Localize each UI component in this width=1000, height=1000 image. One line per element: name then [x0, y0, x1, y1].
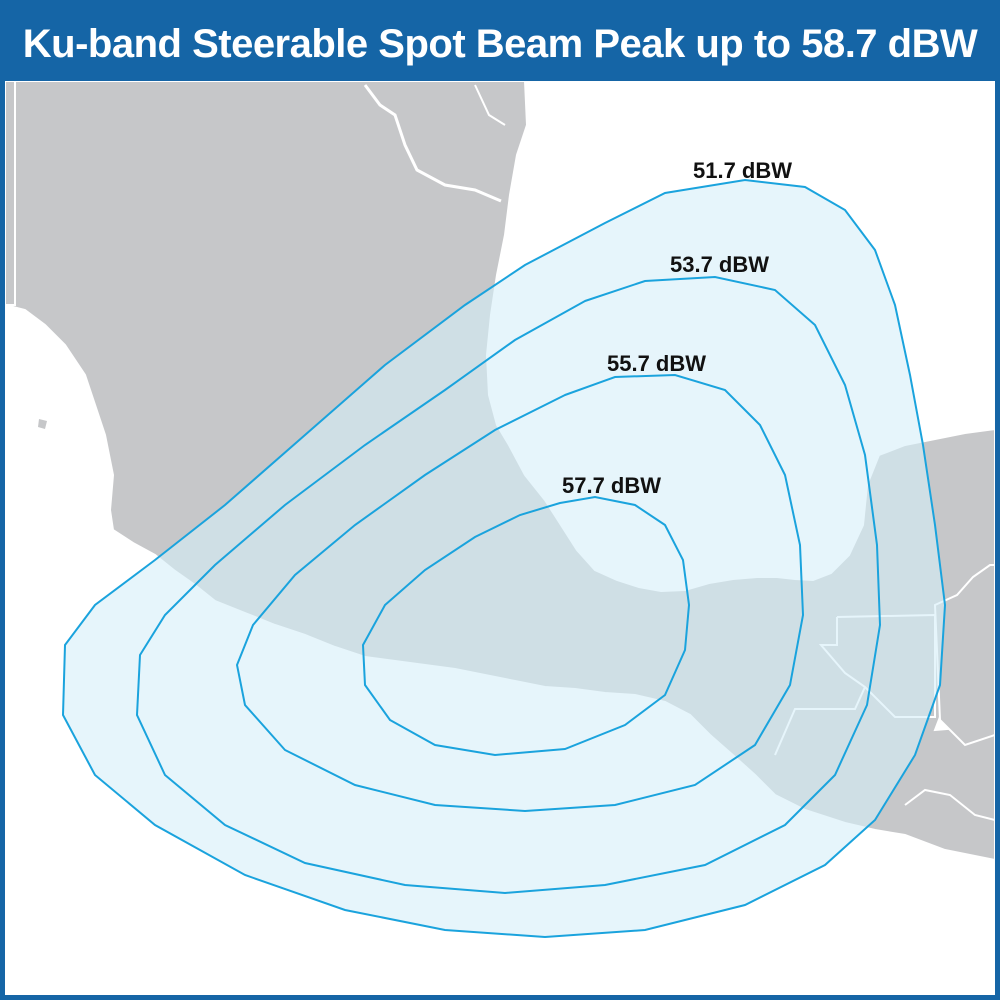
contour-label-51-7: 51.7 dBW — [693, 158, 792, 183]
contour-55-7 — [235, 373, 805, 813]
border-us-mexico — [363, 84, 502, 203]
coverage-map: 51.7 dBW 53.7 dBW 55.7 dBW 57.7 dBW — [5, 81, 995, 995]
map-title: Ku-band Steerable Spot Beam Peak up to 5… — [5, 5, 995, 81]
land-central-america — [933, 564, 995, 747]
beam-contours — [61, 178, 947, 939]
contour-label-55-7: 55.7 dBW — [607, 351, 706, 376]
contour-57-7 — [361, 495, 691, 757]
border-rivers — [474, 84, 506, 126]
small-island — [38, 419, 47, 429]
land-baja-edge — [5, 81, 16, 306]
contour-53-7 — [135, 275, 882, 895]
contour-label-57-7: 57.7 dBW — [562, 473, 661, 498]
coverage-map-svg: 51.7 dBW 53.7 dBW 55.7 dBW 57.7 dBW — [5, 81, 995, 995]
contour-label-53-7: 53.7 dBW — [670, 252, 769, 277]
border-el-salvador — [904, 788, 995, 821]
